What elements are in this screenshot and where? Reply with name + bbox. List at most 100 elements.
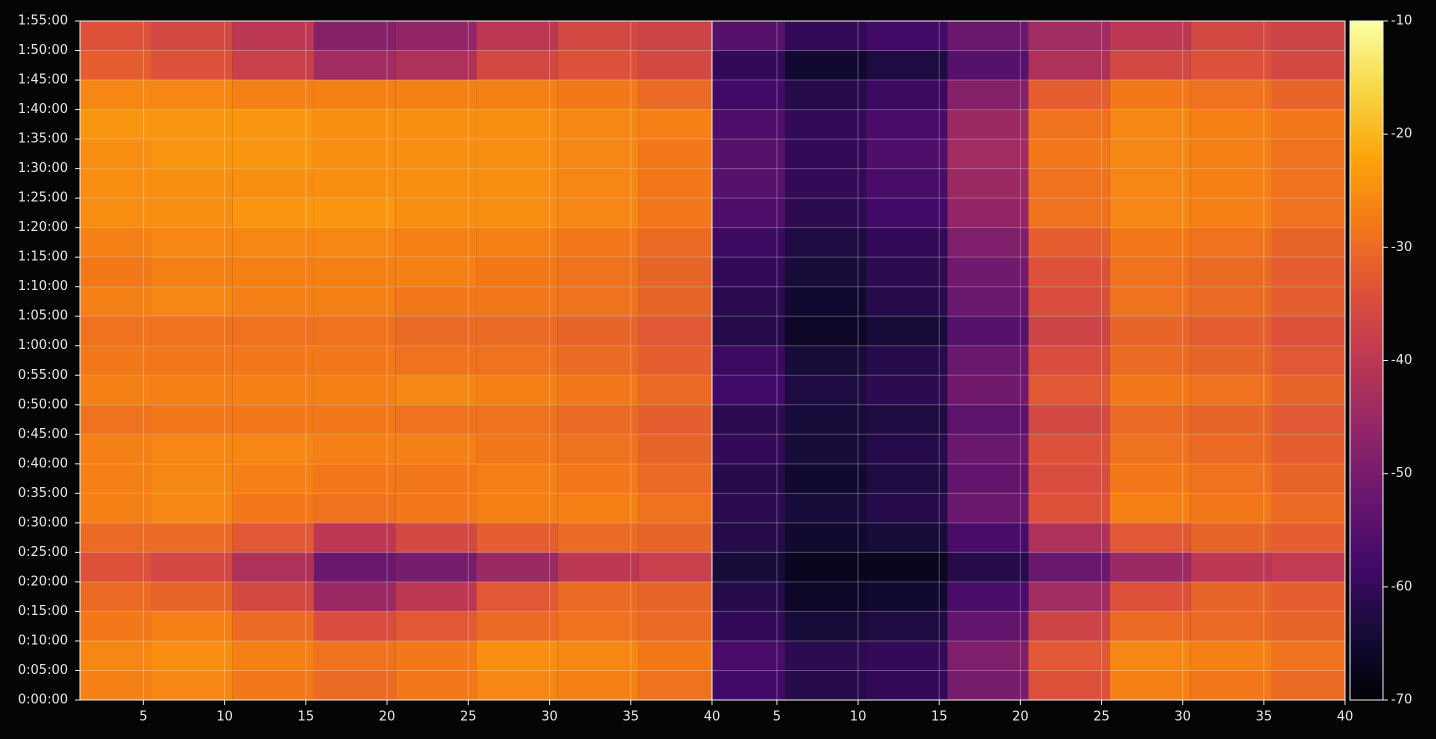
heatmap-cell — [151, 670, 233, 700]
heatmap-cell — [313, 50, 396, 81]
heatmap-cell — [557, 552, 639, 582]
heatmap-cell — [476, 316, 558, 346]
heatmap-cell — [557, 670, 639, 700]
heatmap-cell — [638, 286, 712, 317]
heatmap-cell — [313, 21, 396, 51]
heatmap-cell — [947, 286, 1029, 317]
heatmap-cell — [395, 198, 477, 228]
y-tick-label: 1:55:00 — [18, 14, 68, 29]
x-tick-label: 10 — [216, 710, 233, 725]
heatmap-cell — [1109, 139, 1191, 169]
heatmap-cell — [1028, 257, 1110, 287]
heatmap-cell — [866, 522, 948, 553]
heatmap-cell — [1190, 522, 1272, 553]
heatmap-cell — [80, 434, 152, 464]
heatmap-cell — [947, 611, 1029, 641]
heatmap-cell — [151, 80, 233, 110]
heatmap-cell — [1271, 552, 1345, 582]
heatmap-cell — [80, 168, 152, 199]
heatmap-cell — [557, 345, 639, 376]
x-tick-label: 5 — [139, 710, 147, 725]
heatmap-cell — [1028, 581, 1110, 612]
heatmap-cell — [313, 227, 396, 258]
heatmap-cell — [947, 404, 1029, 435]
heatmap-cell — [866, 375, 948, 405]
heatmap-cell — [476, 522, 558, 553]
heatmap-cell — [232, 139, 314, 169]
heatmap-cell — [638, 552, 712, 582]
heatmap-cell — [557, 109, 639, 140]
heatmap-cell — [1271, 345, 1345, 376]
heatmap-cell — [395, 522, 477, 553]
heatmap-cell — [80, 198, 152, 228]
heatmap-panel — [712, 21, 1345, 700]
heatmap-cell — [785, 434, 867, 464]
heatmap-cell — [785, 463, 867, 494]
heatmap-cell — [232, 463, 314, 494]
heatmap-cell — [785, 227, 867, 258]
heatmap-cell — [638, 198, 712, 228]
heatmap-cell — [1271, 257, 1345, 287]
heatmap-cell — [232, 493, 314, 523]
heatmap-cell — [712, 198, 786, 228]
heatmap-cell — [638, 640, 712, 671]
heatmap-cell — [557, 463, 639, 494]
heatmap-cell — [947, 139, 1029, 169]
x-tick-label: 20 — [379, 710, 396, 725]
heatmap-cell — [1109, 316, 1191, 346]
heatmap-cell — [712, 640, 786, 671]
heatmap-cell — [947, 493, 1029, 523]
heatmap-cell — [395, 227, 477, 258]
heatmap-cell — [232, 345, 314, 376]
heatmap-cell — [313, 345, 396, 376]
heatmap-cell — [80, 139, 152, 169]
heatmap-cell — [313, 581, 396, 612]
heatmap-cell — [557, 80, 639, 110]
x-tick-label: 10 — [850, 710, 867, 725]
heatmap-cell — [1271, 640, 1345, 671]
heatmap-cell — [151, 286, 233, 317]
heatmap-cell — [476, 198, 558, 228]
heatmap-cell — [1271, 493, 1345, 523]
heatmap-cell — [1028, 640, 1110, 671]
y-tick-label: 0:15:00 — [18, 604, 68, 619]
heatmap-cell — [313, 109, 396, 140]
heatmap-cell — [947, 198, 1029, 228]
heatmap-cell — [1271, 50, 1345, 81]
heatmap-cell — [1109, 434, 1191, 464]
heatmap-cell — [712, 227, 786, 258]
heatmap-cell — [785, 493, 867, 523]
heatmap-cell — [638, 80, 712, 110]
heatmap-cell — [1190, 552, 1272, 582]
heatmap-cell — [557, 168, 639, 199]
heatmap-cell — [1190, 227, 1272, 258]
heatmap-cell — [1190, 434, 1272, 464]
heatmap-cell — [151, 375, 233, 405]
heatmap-cell — [1109, 109, 1191, 140]
heatmap-cell — [712, 109, 786, 140]
heatmap-cell — [151, 168, 233, 199]
heatmap-cell — [1190, 109, 1272, 140]
heatmap-cell — [151, 404, 233, 435]
heatmap-cell — [866, 493, 948, 523]
heatmap-cell — [1028, 21, 1110, 51]
heatmap-cell — [232, 21, 314, 51]
heatmap-cell — [785, 640, 867, 671]
heatmap-cell — [712, 611, 786, 641]
heatmap-cell — [313, 139, 396, 169]
heatmap-cell — [232, 640, 314, 671]
heatmap-cell — [866, 80, 948, 110]
colorbar-tick-label: -40 — [1391, 353, 1412, 368]
heatmap-cell — [785, 316, 867, 346]
heatmap-cell — [1109, 168, 1191, 199]
heatmap-cell — [1028, 404, 1110, 435]
heatmap-cell — [557, 50, 639, 81]
heatmap-cell — [1109, 640, 1191, 671]
heatmap-cell — [151, 109, 233, 140]
heatmap-cell — [476, 227, 558, 258]
heatmap-cell — [557, 375, 639, 405]
heatmap-cell — [866, 316, 948, 346]
heatmap-cell — [557, 286, 639, 317]
heatmap-cell — [785, 345, 867, 376]
heatmap-cell — [557, 198, 639, 228]
